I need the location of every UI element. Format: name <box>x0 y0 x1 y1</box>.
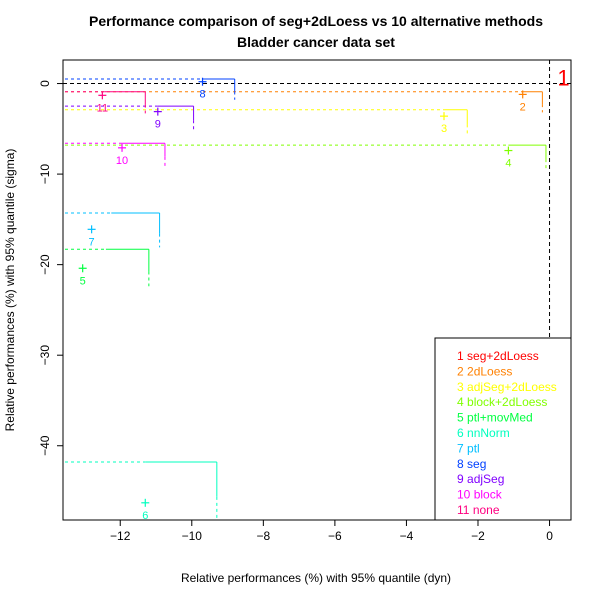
x-tick-label: −4 <box>400 529 414 543</box>
legend-entry-11: 11 none <box>457 503 500 517</box>
x-tick-label: −2 <box>471 529 485 543</box>
legend-entry-name: ptl <box>467 441 480 455</box>
legend-entry-id: 10 <box>457 488 471 502</box>
legend-entry-10: 10 block <box>457 488 503 502</box>
legend-entry-name: nnNorm <box>467 426 510 440</box>
point-label-10: 10 <box>116 155 128 167</box>
point-label-8: 8 <box>199 89 205 101</box>
point-label-3: 3 <box>441 123 447 135</box>
legend-entry-name: block+2dLoess <box>467 395 547 409</box>
legend-entry-name: 2dLoess <box>467 364 512 378</box>
chart-title: Performance comparison of seg+2dLoess vs… <box>89 13 543 29</box>
legend-entry-name: block <box>474 488 503 502</box>
point-label-11: 11 <box>97 102 108 114</box>
legend-entry-name: ptl+movMed <box>467 411 533 425</box>
legend-entry-name: seg+2dLoess <box>467 349 539 363</box>
reference-lines <box>63 60 571 520</box>
legend-entry-9: 9 adjSeg <box>457 472 504 486</box>
y-tick-label: −20 <box>38 254 52 275</box>
point-label-1: 1 <box>557 66 569 91</box>
legend-entry-1: 1 seg+2dLoess <box>457 349 539 363</box>
legend-entry-id: 11 <box>457 503 470 517</box>
legend-entry-id: 8 <box>457 457 464 471</box>
x-tick-label: −12 <box>110 529 131 543</box>
axes: −12 −10 −8 −6 −4 −2 00−10−20−30−40 <box>38 80 553 543</box>
plot-frame <box>62 59 572 521</box>
legend-entry-id: 3 <box>457 380 464 394</box>
y-axis-label: Relative performances (%) with 95% quant… <box>3 149 17 432</box>
legend-entry-5: 5 ptl+movMed <box>457 411 533 425</box>
point-label-2: 2 <box>520 101 526 113</box>
legend-entry-id: 5 <box>457 411 464 425</box>
point-label-6: 6 <box>142 510 148 522</box>
legend-entry-3: 3 adjSeg+2dLoess <box>457 380 557 394</box>
x-tick-label: 0 <box>546 529 553 543</box>
legend-entry-name: none <box>473 503 500 517</box>
quantile-brackets <box>65 78 547 520</box>
legend-entry-id: 6 <box>457 426 464 440</box>
legend-entry-8: 8 seg <box>457 457 486 471</box>
legend-entry-id: 7 <box>457 441 464 455</box>
point-label-7: 7 <box>89 236 95 248</box>
legend-entry-name: adjSeg+2dLoess <box>467 380 557 394</box>
y-tick-label: −40 <box>38 435 52 456</box>
x-tick-label: −8 <box>256 529 270 543</box>
chart-subtitle: Bladder cancer data set <box>237 34 395 50</box>
legend-entry-id: 4 <box>457 395 464 409</box>
x-axis-label: Relative performances (%) with 95% quant… <box>181 571 451 585</box>
y-tick-label: 0 <box>38 80 52 87</box>
y-tick-label: −10 <box>38 164 52 185</box>
point-label-5: 5 <box>80 275 86 287</box>
legend-entry-id: 1 <box>457 349 464 363</box>
legend-entry-name: seg <box>467 457 486 471</box>
point-label-4: 4 <box>505 158 511 170</box>
legend-entry-id: 9 <box>457 472 464 486</box>
x-tick-label: −10 <box>182 529 203 543</box>
legend-entry-2: 2 2dLoess <box>457 364 512 378</box>
x-tick-label: −6 <box>328 529 342 543</box>
legend-entry-name: adjSeg <box>467 472 504 486</box>
point-label-9: 9 <box>155 119 161 131</box>
legend-entry-id: 2 <box>457 364 464 378</box>
legend-entry-4: 4 block+2dLoess <box>457 395 547 409</box>
y-tick-label: −30 <box>38 345 52 366</box>
legend-entry-7: 7 ptl <box>457 441 480 455</box>
legend-box <box>434 337 572 521</box>
legend-entry-6: 6 nnNorm <box>457 426 510 440</box>
